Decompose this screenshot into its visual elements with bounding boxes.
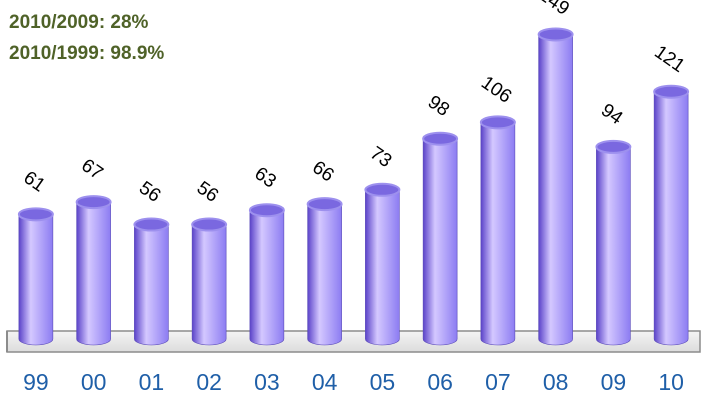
x-tick-04: 04 — [312, 369, 338, 395]
bar-body — [134, 224, 169, 346]
x-tick-05: 05 — [370, 369, 396, 395]
x-tick-01: 01 — [139, 369, 165, 395]
bar-10 — [653, 84, 690, 346]
x-tick-10: 10 — [658, 369, 684, 395]
value-label-10: 121 — [650, 42, 688, 77]
bar-cap — [537, 27, 574, 42]
floor-plane — [6, 330, 701, 353]
x-tick-06: 06 — [427, 369, 453, 395]
bar-body — [249, 209, 285, 346]
bar-cap — [306, 197, 343, 212]
bar-05 — [364, 182, 401, 346]
bar-cap — [191, 217, 228, 232]
bar-body — [76, 201, 111, 346]
bars-group — [17, 27, 690, 346]
bar-cap — [17, 207, 54, 222]
x-tick-99: 99 — [23, 369, 49, 395]
bar-cap — [364, 182, 401, 197]
bar-cap — [653, 84, 690, 99]
bar-99 — [17, 207, 54, 346]
bar-01 — [133, 217, 170, 346]
x-tick-03: 03 — [254, 369, 280, 395]
bar-body — [422, 138, 458, 346]
bar-cap — [75, 195, 112, 210]
summary-stats: 2010/2009: 28% 2010/1999: 98.9% — [9, 7, 164, 69]
bar-cap — [422, 131, 459, 146]
x-tick-07: 07 — [485, 369, 511, 395]
x-tick-08: 08 — [543, 369, 569, 395]
value-label-07: 106 — [477, 72, 515, 107]
value-label-99: 61 — [19, 167, 48, 196]
bar-09 — [595, 139, 632, 346]
bar-04 — [306, 197, 343, 346]
bar-body — [538, 34, 573, 346]
bar-body — [480, 122, 516, 346]
bar-cap — [133, 217, 170, 232]
bar-07 — [479, 115, 516, 346]
x-tick-labels-group: 99 00 01 02 03 04 05 06 07 08 09 10 — [23, 369, 684, 395]
value-label-03: 63 — [250, 163, 279, 192]
value-labels-group: 61 67 56 56 63 66 73 98 106 149 94 121 — [19, 0, 688, 207]
stat-2010-vs-1999: 2010/1999: 98.9% — [9, 43, 165, 64]
chart-floor — [6, 330, 701, 353]
bar-body — [653, 91, 689, 346]
bar-02 — [191, 217, 228, 346]
stat-2010-vs-2009: 2010/2009: 28% — [9, 12, 149, 33]
x-tick-00: 00 — [81, 369, 107, 395]
value-label-09: 94 — [597, 100, 627, 130]
value-label-01: 56 — [135, 177, 164, 206]
bar-body — [307, 203, 342, 346]
bar-00 — [75, 195, 112, 346]
x-tick-02: 02 — [196, 369, 222, 395]
x-tick-09: 09 — [601, 369, 627, 395]
bar-06 — [422, 131, 459, 346]
bar-cap — [479, 115, 516, 130]
value-label-02: 56 — [193, 177, 222, 206]
value-label-06: 98 — [424, 92, 453, 121]
bar-body — [365, 189, 400, 346]
value-label-05: 73 — [366, 143, 395, 172]
value-label-08: 149 — [535, 0, 573, 20]
value-label-04: 66 — [308, 157, 337, 186]
value-label-00: 67 — [77, 155, 106, 184]
bar-08 — [537, 27, 574, 346]
bar-03 — [248, 203, 285, 346]
bar-body — [596, 146, 631, 346]
bar-cap — [248, 203, 285, 218]
bar-body — [191, 224, 227, 346]
bar-body — [18, 214, 54, 346]
bar-cap — [595, 139, 632, 154]
